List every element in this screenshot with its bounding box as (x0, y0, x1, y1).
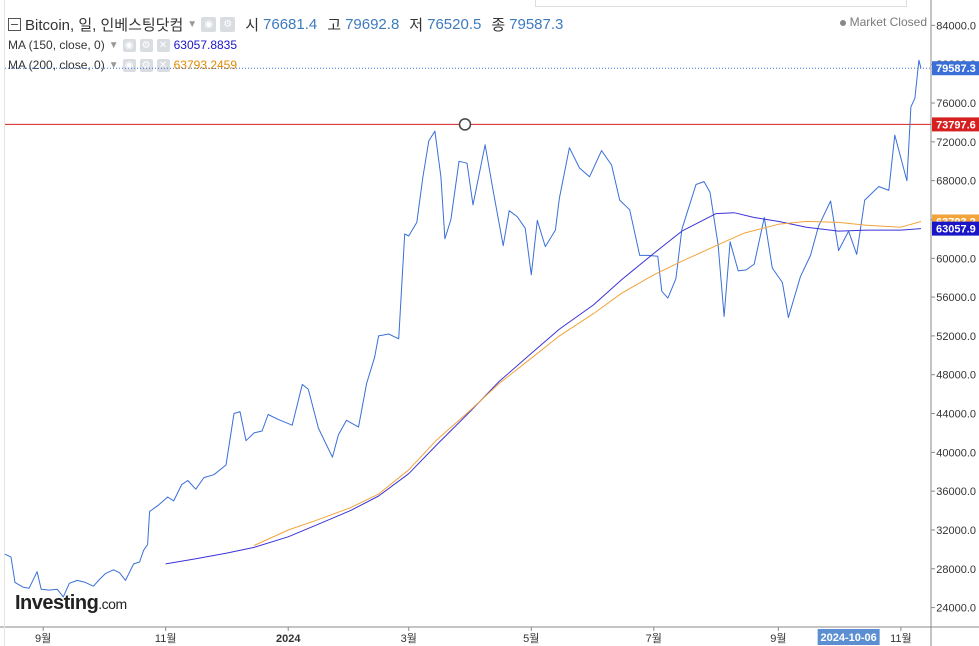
y-tick-label: 28000.0 (936, 564, 976, 576)
logo-text: Investing (15, 592, 99, 614)
close-icon[interactable]: ✕ (156, 58, 170, 72)
ma150-series-line (165, 212, 922, 565)
close-value: 79587.3 (509, 16, 564, 33)
open-key: 시 (245, 17, 260, 34)
last-price-tag: 79587.3 (936, 63, 976, 75)
settings-icon[interactable]: ⚙ (139, 38, 153, 52)
collapse-icon[interactable] (8, 18, 21, 31)
y-tick-label: 52000.0 (936, 331, 976, 343)
hline-price-tag-bg (932, 117, 979, 132)
ma150-label: MA (150, close, 0) (8, 38, 105, 52)
status-dot-icon (839, 19, 846, 26)
y-tick-label: 36000.0 (936, 486, 976, 498)
last-price-tag-bg (932, 61, 979, 76)
market-status: Market Closed (839, 15, 927, 29)
symbol-title: Bitcoin, 일, 인베스팅닷컴 (25, 17, 184, 34)
x-tick-label: 9월 (35, 632, 51, 645)
dropdown-caret-icon[interactable]: ▼ (108, 39, 119, 51)
hline-price-tag: 73797.6 (936, 119, 976, 131)
open-value: 76681.4 (263, 16, 318, 33)
ma150-price-tag-bg (932, 221, 979, 236)
eye-icon[interactable]: ◉ (122, 38, 136, 52)
y-tick-label: 24000.0 (936, 603, 976, 615)
symbol-legend: Bitcoin, 일, 인베스팅닷컴 ▼ ◉ ⚙ 시 76681.4 고 79692… (8, 14, 563, 35)
y-tick-label: 68000.0 (936, 176, 976, 188)
ma200-series-line (253, 220, 922, 546)
ma150-legend: MA (150, close, 0) ▼ ◉ ⚙ ✕ 63057.8835 (8, 38, 237, 52)
high-value: 79692.8 (345, 16, 400, 33)
y-tick-label: 44000.0 (936, 409, 976, 421)
close-key: 종 (491, 17, 506, 34)
dropdown-caret-icon[interactable]: ▼ (108, 59, 119, 71)
y-tick-label: 72000.0 (936, 137, 976, 149)
logo-suffix: .com (98, 596, 127, 612)
x-tick-label: 5월 (523, 632, 539, 645)
close-icon[interactable]: ✕ (156, 38, 170, 52)
settings-icon[interactable]: ⚙ (220, 17, 236, 32)
x-tick-label: 7월 (646, 632, 662, 645)
y-tick-label: 84000.0 (936, 20, 976, 32)
x-tick-label: 2024 (276, 633, 301, 645)
dropdown-caret-icon[interactable]: ▼ (187, 19, 198, 30)
low-key: 저 (409, 17, 424, 34)
x-tick-label: 9월 (770, 632, 786, 645)
eye-icon[interactable]: ◉ (201, 17, 217, 32)
investing-logo: Investing.com (15, 592, 127, 615)
market-status-text: Market Closed (849, 15, 927, 29)
x-tick-label: 11월 (890, 632, 912, 645)
y-tick-label: 56000.0 (936, 292, 976, 304)
date-cursor-tag: 2024-10-06 (821, 632, 877, 644)
top-tab-strip (535, 0, 907, 7)
ma150-value: 63057.8835 (173, 38, 238, 52)
ma150-price-tag: 63057.9 (936, 224, 976, 236)
low-value: 76520.5 (427, 16, 482, 33)
y-tick-label: 32000.0 (936, 525, 976, 537)
x-tick-label: 3월 (401, 632, 417, 645)
y-tick-label: 40000.0 (936, 447, 976, 459)
y-tick-label: 76000.0 (936, 98, 976, 110)
date-cursor-tag-bg (817, 629, 880, 645)
price-series-line (4, 59, 922, 598)
y-tick-label: 48000.0 (936, 370, 976, 382)
high-key: 고 (327, 17, 342, 34)
x-tick-label: 11월 (155, 632, 177, 645)
hline-handle (458, 118, 472, 131)
y-tick-label: 60000.0 (936, 253, 976, 265)
